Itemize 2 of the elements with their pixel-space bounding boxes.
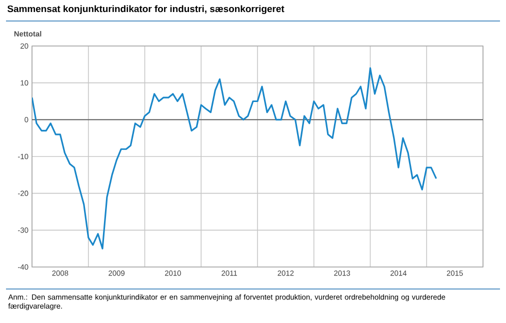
line-series xyxy=(32,67,438,250)
chart-title: Sammensat konjunkturindikator for industri, sæsonkorrigeret xyxy=(7,5,284,14)
